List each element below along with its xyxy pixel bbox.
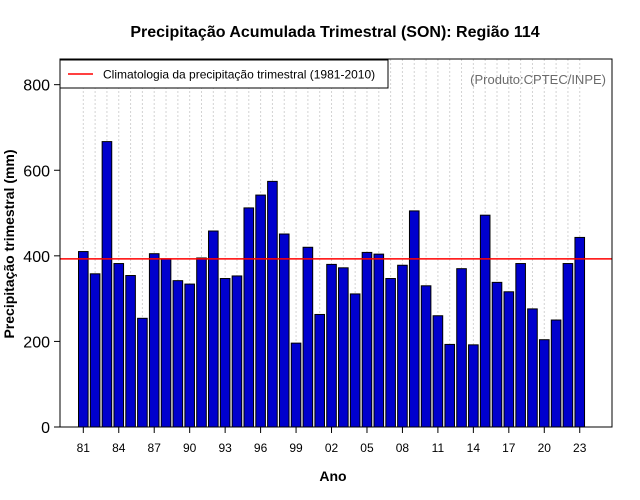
bar-2013 <box>456 268 467 428</box>
x-tick-label: 81 <box>77 441 91 455</box>
bar-2020 <box>538 339 550 428</box>
product-credit: (Produto:CPTEC/INPE) <box>470 72 606 87</box>
x-tick-label: 11 <box>432 441 445 455</box>
bar-1987 <box>148 253 160 428</box>
x-tick-label: 93 <box>218 441 232 455</box>
bar-1995 <box>243 207 255 428</box>
bar-2009 <box>408 210 420 428</box>
bar-1985 <box>125 275 136 428</box>
bar-1993 <box>219 278 231 428</box>
x-tick-label: 87 <box>148 441 162 455</box>
bar-1990 <box>184 283 195 428</box>
chart-title: Precipitação Acumulada Trimestral (SON):… <box>130 24 539 41</box>
y-tick-label: 200 <box>23 334 50 351</box>
plot-frame <box>59 58 613 428</box>
bar-2019 <box>527 308 538 428</box>
bar-1982 <box>89 273 101 428</box>
bar-2012 <box>444 343 456 428</box>
bar-2018 <box>515 263 526 428</box>
legend-box <box>59 59 389 89</box>
bar-1984 <box>113 263 125 428</box>
x-tick-label: 90 <box>183 441 197 455</box>
y-tick-label: 600 <box>23 163 50 180</box>
bar-1999 <box>290 342 302 428</box>
bar-1997 <box>267 180 278 428</box>
bar-1994 <box>231 275 243 428</box>
x-axis-title: Ano <box>319 468 346 484</box>
y-tick-label: 400 <box>23 249 50 266</box>
x-tick-label: 05 <box>360 441 374 455</box>
bar-2011 <box>432 315 444 428</box>
x-tick-label: 96 <box>254 441 268 455</box>
bar-1991 <box>196 257 207 428</box>
bar-1986 <box>137 317 148 428</box>
bar-1983 <box>101 141 113 428</box>
bar-2022 <box>562 263 574 428</box>
bar-2016 <box>491 281 503 428</box>
bar-2023 <box>574 236 586 428</box>
legend: Climatologia da precipitação trimestral … <box>59 59 389 89</box>
y-axis: 0 200 400 600 800 <box>23 78 60 437</box>
bar-1992 <box>208 230 219 428</box>
bar-2003 <box>338 267 349 428</box>
x-tick-label: 08 <box>396 441 410 455</box>
legend-label: Climatologia da precipitação trimestral … <box>103 68 375 82</box>
bar-2006 <box>373 253 385 428</box>
bar-2014 <box>468 344 479 428</box>
bar-2000 <box>302 246 314 428</box>
x-tick-label: 14 <box>467 441 481 455</box>
x-tick-label: 17 <box>502 441 516 455</box>
bar-2004 <box>349 293 361 428</box>
x-tick-label: 20 <box>538 441 552 455</box>
bar-2007 <box>385 278 396 428</box>
bar-2008 <box>397 264 408 428</box>
bar-2010 <box>420 285 432 428</box>
y-tick-label: 0 <box>41 420 50 437</box>
y-axis-title: Precipitação trimestral (mm) <box>1 149 17 338</box>
bar-2001 <box>314 313 325 428</box>
bar-1996 <box>255 194 266 428</box>
y-tick-label: 800 <box>23 78 50 95</box>
bar-2002 <box>326 263 337 428</box>
x-axis: 81 84 87 90 93 96 99 02 05 08 11 14 17 20 23 <box>77 427 587 455</box>
bar-1988 <box>160 258 172 428</box>
bar-1998 <box>278 233 290 428</box>
bar-2017 <box>503 291 515 428</box>
bar-1989 <box>172 280 184 428</box>
x-tick-label: 84 <box>112 441 126 455</box>
x-tick-label: 02 <box>325 441 339 455</box>
bar-2021 <box>550 319 562 428</box>
x-tick-label: 23 <box>573 441 587 455</box>
bar-2015 <box>479 214 491 428</box>
bar-1981 <box>78 251 89 428</box>
x-tick-label: 99 <box>289 441 303 455</box>
bars <box>78 141 586 428</box>
bar-2005 <box>361 251 373 428</box>
